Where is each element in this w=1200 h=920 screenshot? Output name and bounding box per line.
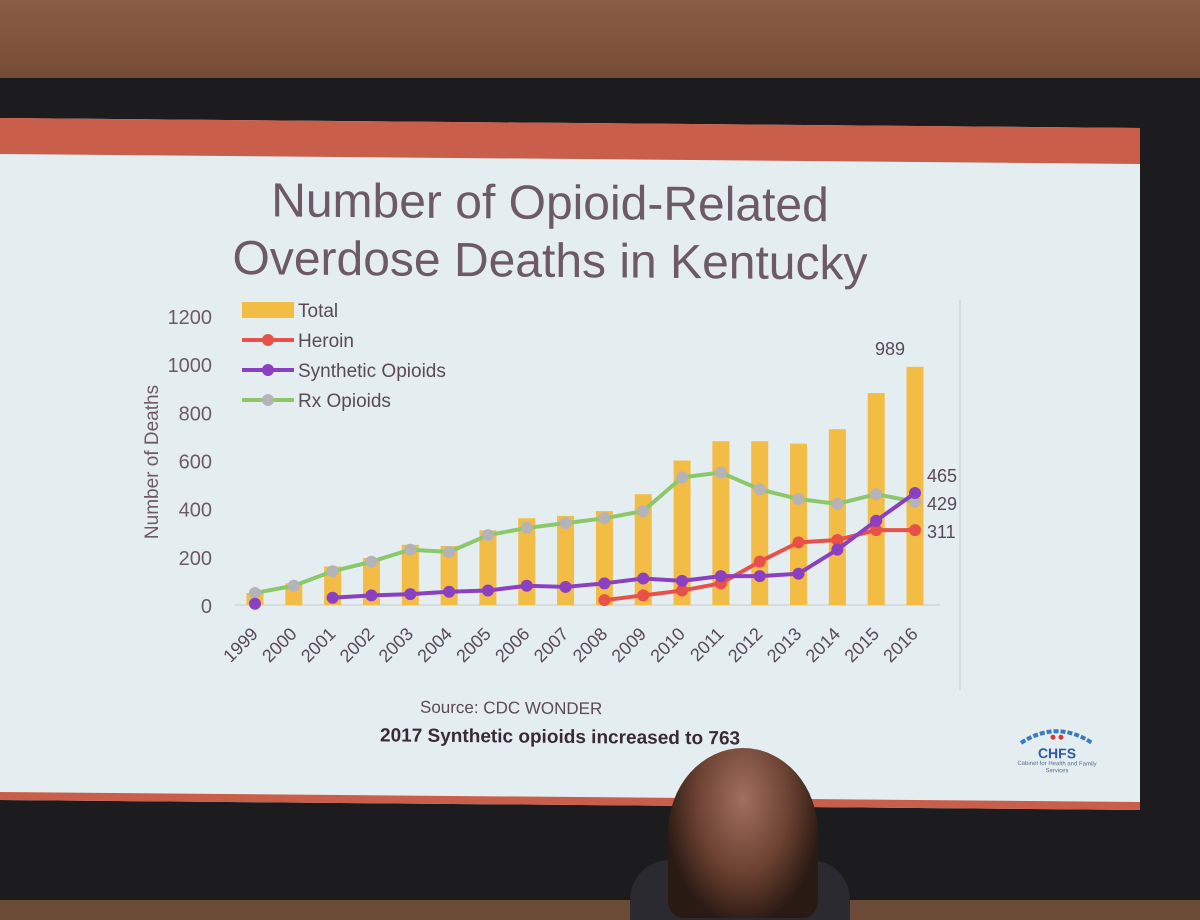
synthetic-opioids-point — [481, 584, 494, 597]
data-label: 989 — [875, 339, 905, 359]
rx-opioids-point — [404, 543, 417, 556]
legend-label: Heroin — [298, 331, 354, 352]
audience-member-head — [668, 748, 818, 918]
overdose-chart: 0 200 400 600 800 1000 1200 Number of Deaths 199… — [142, 300, 961, 690]
rx-opioids-point — [481, 529, 494, 542]
synthetic-opioids-point — [404, 588, 417, 601]
y-tick-label: 800 — [179, 403, 212, 425]
data-label: 465 — [927, 466, 957, 486]
rx-opioids-line — [254, 470, 916, 595]
synthetic-opioids-point — [559, 580, 572, 593]
legend-label: Rx Opioids — [298, 391, 391, 412]
y-axis-title: Number of Deaths — [142, 385, 163, 539]
chfs-logo: CHFS Cabinet for Health and Family Servi… — [1012, 723, 1102, 776]
rx-opioids-point — [714, 466, 727, 479]
x-tick-label: 2014 — [802, 624, 844, 666]
x-tick-label: 2015 — [841, 624, 883, 666]
synthetic-opioids-point — [714, 570, 727, 583]
x-tick-label: 2003 — [375, 624, 417, 666]
chfs-arch-icon — [1019, 729, 1095, 746]
heroin-point — [598, 594, 611, 607]
x-tick-label: 2004 — [413, 624, 455, 666]
synthetic-opioids-point — [909, 487, 921, 500]
rx-opioids-point — [287, 579, 300, 592]
x-tick-label: 2011 — [686, 624, 728, 666]
rx-opioids-point — [443, 546, 456, 559]
synthetic-opioids-point — [676, 574, 689, 587]
y-tick-label: 600 — [179, 452, 212, 474]
synthetic-opioids-line — [332, 491, 917, 600]
rx-opioids-point — [326, 565, 339, 578]
rx-opioids-point — [753, 483, 766, 496]
presentation-slide: Number of Opioid-Related Overdose Deaths… — [0, 118, 1140, 810]
rx-opioids-point — [249, 586, 261, 599]
bar-total — [595, 511, 613, 605]
y-tick-label: 0 — [201, 596, 212, 618]
legend-swatch-total — [242, 302, 294, 318]
bar-total — [790, 443, 808, 605]
legend-label: Total — [298, 301, 338, 322]
rx-opioids-point — [676, 471, 689, 484]
rx-opioids-point — [870, 488, 883, 501]
synthetic-opioids-point — [326, 591, 339, 604]
synthetic-opioids-point — [443, 585, 456, 598]
heroin-point — [831, 533, 844, 546]
bar-total — [906, 366, 924, 605]
heroin-point — [792, 536, 805, 549]
legend-label: Synthetic Opioids — [298, 361, 446, 382]
y-tick-label: 400 — [179, 500, 212, 522]
legend-marker-rx-opioids — [262, 394, 274, 406]
synthetic-opioids-point — [792, 567, 805, 580]
x-tick-label: 2006 — [491, 624, 533, 666]
rx-opioids-point — [637, 505, 650, 518]
rx-opioids-point — [831, 497, 844, 510]
synthetic-opioids-point — [598, 577, 611, 590]
x-tick-label: 2013 — [763, 624, 805, 666]
rx-opioids-point — [909, 495, 921, 508]
y-tick-label: 1000 — [168, 355, 213, 377]
heroin-point — [753, 555, 766, 568]
y-tick-label: 1200 — [168, 307, 213, 329]
x-tick-label: 2010 — [646, 624, 688, 666]
heroin-point — [676, 584, 689, 597]
synthetic-opioids-point — [831, 543, 844, 556]
legend-marker-heroin — [262, 334, 274, 346]
x-tick-label: 2016 — [879, 624, 921, 666]
rx-opioids-point — [520, 521, 533, 534]
rx-opioids-point — [598, 512, 611, 525]
heroin-point — [870, 524, 883, 537]
y-tick-label: 200 — [179, 548, 212, 570]
x-tick-label: 2008 — [569, 624, 611, 666]
rx-opioids-point — [365, 555, 378, 568]
heroin-point — [637, 589, 650, 602]
x-tick-label: 2007 — [530, 624, 572, 666]
x-tick-label: 2009 — [608, 624, 650, 666]
x-tick-label: 2002 — [336, 624, 378, 666]
x-tick-label: 2005 — [452, 624, 494, 666]
bar-total — [828, 429, 846, 605]
rx-opioids-point — [559, 517, 572, 530]
x-tick-label: 2012 — [724, 624, 766, 666]
synthetic-opioids-point — [637, 572, 650, 585]
bar-total — [712, 441, 730, 605]
bar-total — [673, 460, 691, 605]
legend-marker-synthetic-opioids — [262, 364, 274, 376]
synthetic-opioids-point — [249, 597, 261, 610]
heroin-point — [909, 524, 921, 537]
synthetic-opioids-point — [520, 579, 533, 592]
x-tick-label: 1999 — [219, 624, 261, 666]
x-tick-label: 2000 — [258, 624, 300, 666]
synthetic-opioids-point — [753, 570, 766, 583]
data-label: 311 — [927, 522, 956, 542]
x-tick-label: 2001 — [297, 624, 339, 666]
rx-opioids-point — [792, 493, 805, 506]
synthetic-opioids-point — [365, 589, 378, 602]
data-label: 429 — [927, 494, 957, 514]
synthetic-opioids-point — [870, 514, 883, 527]
